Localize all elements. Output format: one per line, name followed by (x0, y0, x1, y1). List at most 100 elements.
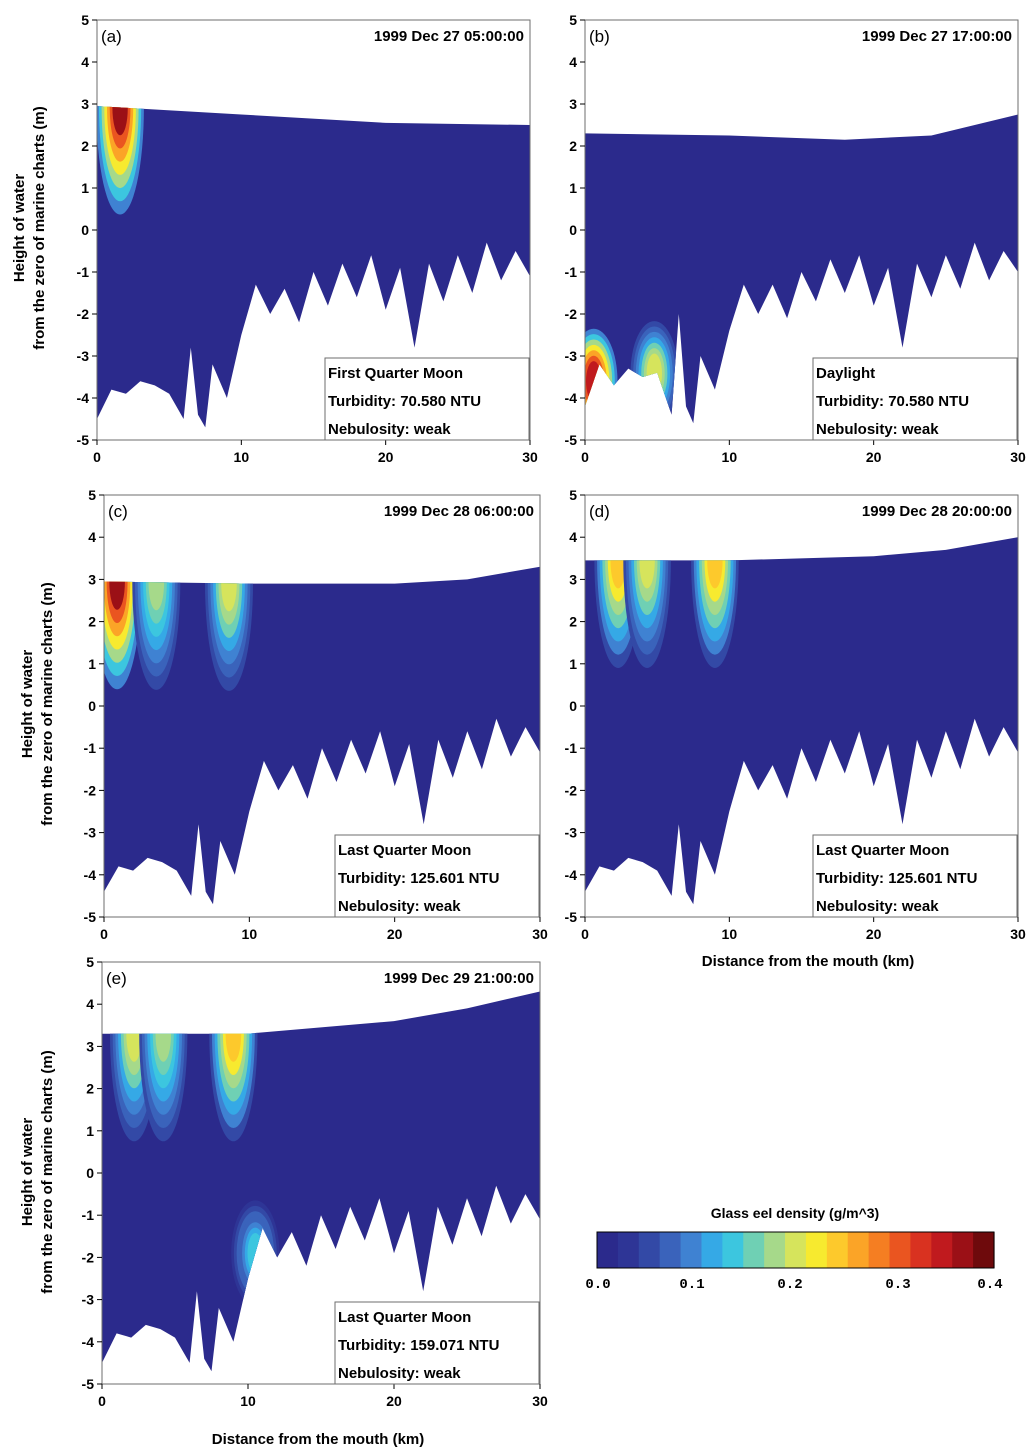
y-tick-label: -2 (84, 782, 97, 798)
water-body (585, 114, 1018, 424)
panel-a: -5 -4 -3 -2 -1 0 1 2 3 4 5 0 10 20 30 (a) 1999 Dec 27 … (77, 12, 538, 465)
y-tick-label: 2 (569, 614, 577, 630)
axis-ticks: -5 -4 -3 -2 -1 0 1 2 3 4 5 0 10 20 30 (565, 12, 1026, 465)
panel-label: (c) (108, 502, 128, 521)
water-body (585, 537, 1018, 905)
ylabel-line1: Height of water (11, 174, 28, 283)
y-tick-label: -2 (77, 306, 90, 322)
y-tick-label: -2 (565, 306, 578, 322)
water-fill (585, 537, 1018, 905)
surface-plume-0 (112, 106, 128, 136)
y-tick-label: -4 (77, 390, 90, 406)
y-tick-label: -1 (565, 264, 578, 280)
x-tick-label: 0 (100, 926, 108, 942)
colorbar-cell (638, 1232, 661, 1268)
water-body (97, 106, 530, 428)
panel-timestamp: 1999 Dec 28 06:00:00 (384, 503, 534, 520)
axis-ticks: -5 -4 -3 -2 -1 0 1 2 3 4 5 0 10 20 30 (565, 487, 1026, 942)
x-tick-label: 20 (386, 1393, 402, 1409)
x-tick-label: 0 (98, 1393, 106, 1409)
colorbar-cell (826, 1232, 849, 1268)
colorbar-title: Glass eel density (g/m^3) (711, 1205, 879, 1221)
info-nebulosity: Nebulosity: weak (338, 898, 461, 915)
y-tick-label: 3 (86, 1038, 94, 1054)
info-box: First Quarter Moon Turbidity: 70.580 NTU… (324, 357, 530, 441)
panel-label: (b) (589, 27, 610, 46)
y-tick-label: 1 (81, 180, 89, 196)
y-tick-label: -3 (565, 825, 578, 841)
colorbar-ticks: 0.0 0.1 0.2 0.3 0.4 (585, 1277, 1002, 1293)
y-tick-label: -4 (82, 1334, 95, 1350)
info-box-border (334, 1301, 540, 1385)
x-tick-label: 20 (387, 926, 403, 942)
x-tick-label: 30 (1010, 449, 1026, 465)
panel-b: -5 -4 -3 -2 -1 0 1 2 3 4 5 0 10 20 30 (b) 1999 Dec 27 … (565, 12, 1026, 465)
info-moon-phase: First Quarter Moon (328, 365, 463, 382)
colorbar-cell (743, 1232, 765, 1268)
colorbar-cell (617, 1232, 640, 1268)
y-tick-label: -1 (84, 740, 97, 756)
x-tick-label: 10 (722, 926, 738, 942)
x-tick-label: 30 (1010, 926, 1026, 942)
info-turbidity: Turbidity: 70.580 NTU (328, 393, 481, 410)
x-tick-label: 10 (722, 449, 738, 465)
y-tick-label: 4 (88, 529, 96, 545)
surface-plume-2 (707, 537, 723, 589)
y-tick-label: -3 (565, 348, 578, 364)
axis-ticks: -5 -4 -3 -2 -1 0 1 2 3 4 5 0 10 20 30 (84, 487, 548, 942)
xlabel-panel-d: Distance from the mouth (km) (702, 953, 915, 970)
y-tick-label: 0 (569, 698, 577, 714)
info-turbidity: Turbidity: 159.071 NTU (338, 1337, 499, 1354)
water-fill (585, 114, 1018, 424)
colorbar-cell (701, 1232, 723, 1268)
colorbar-tick-label: 0.2 (777, 1277, 802, 1293)
colorbar-cell (910, 1232, 932, 1268)
ylabel-line1: Height of water (19, 1118, 36, 1227)
xlabel-panel-e: Distance from the mouth (km) (212, 1431, 425, 1448)
y-tick-label: -5 (565, 432, 578, 448)
y-tick-label: 4 (569, 54, 577, 70)
density-plumes (594, 537, 739, 669)
colorbar-cell (889, 1232, 912, 1268)
surface-plume-2 (221, 566, 237, 612)
colorbar-tick-label: 0.0 (585, 1277, 610, 1293)
y-tick-label: 0 (569, 222, 577, 238)
panel-label: (e) (106, 969, 127, 988)
colorbar-cell (868, 1232, 891, 1268)
y-tick-label: -4 (565, 867, 578, 883)
y-tick-label: 1 (569, 656, 577, 672)
info-box: Last Quarter Moon Turbidity: 159.071 NTU… (334, 1301, 540, 1385)
colorbar-cell (597, 1232, 619, 1268)
colorbar-cells (597, 1232, 995, 1268)
info-moon-phase: Daylight (816, 365, 875, 382)
surface-plume-1 (639, 537, 655, 589)
y-tick-label: 2 (569, 138, 577, 154)
colorbar: Glass eel density (g/m^3) 0.0 0.1 0.2 0.3 0.… (585, 1205, 1002, 1293)
colorbar-cell (847, 1232, 870, 1268)
y-tick-label: 3 (569, 571, 577, 587)
ylabel-line2: from the zero of marine charts (m) (39, 1050, 56, 1293)
colorbar-cell (659, 1232, 682, 1268)
y-tick-label: 2 (81, 138, 89, 154)
panel-e: -5 -4 -3 -2 -1 0 1 2 3 4 5 0 10 20 30 (e) 1999 Dec 29 … (82, 954, 548, 1409)
ylabel-row3: Height of water from the zero of marine … (19, 1050, 56, 1293)
info-nebulosity: Nebulosity: weak (816, 421, 939, 438)
y-tick-label: 0 (81, 222, 89, 238)
ylabel-line1: Height of water (19, 650, 36, 759)
x-tick-label: 0 (581, 449, 589, 465)
x-tick-label: 10 (240, 1393, 256, 1409)
info-turbidity: Turbidity: 70.580 NTU (816, 393, 969, 410)
x-tick-label: 30 (532, 1393, 548, 1409)
y-tick-label: 0 (86, 1165, 94, 1181)
panel-timestamp: 1999 Dec 27 05:00:00 (374, 28, 524, 45)
y-tick-label: 3 (81, 96, 89, 112)
y-tick-label: -3 (77, 348, 90, 364)
bottom-patch-1 (646, 353, 662, 394)
panel-d: -5 -4 -3 -2 -1 0 1 2 3 4 5 0 10 20 30 (d) 1999 Dec 28 … (565, 487, 1026, 942)
panel-timestamp: 1999 Dec 29 21:00:00 (384, 970, 534, 987)
panel-label: (a) (101, 27, 122, 46)
surface-plume-0 (109, 566, 125, 610)
colorbar-cell (764, 1232, 786, 1268)
colorbar-tick-label: 0.4 (977, 1277, 1002, 1293)
x-tick-label: 30 (532, 926, 548, 942)
